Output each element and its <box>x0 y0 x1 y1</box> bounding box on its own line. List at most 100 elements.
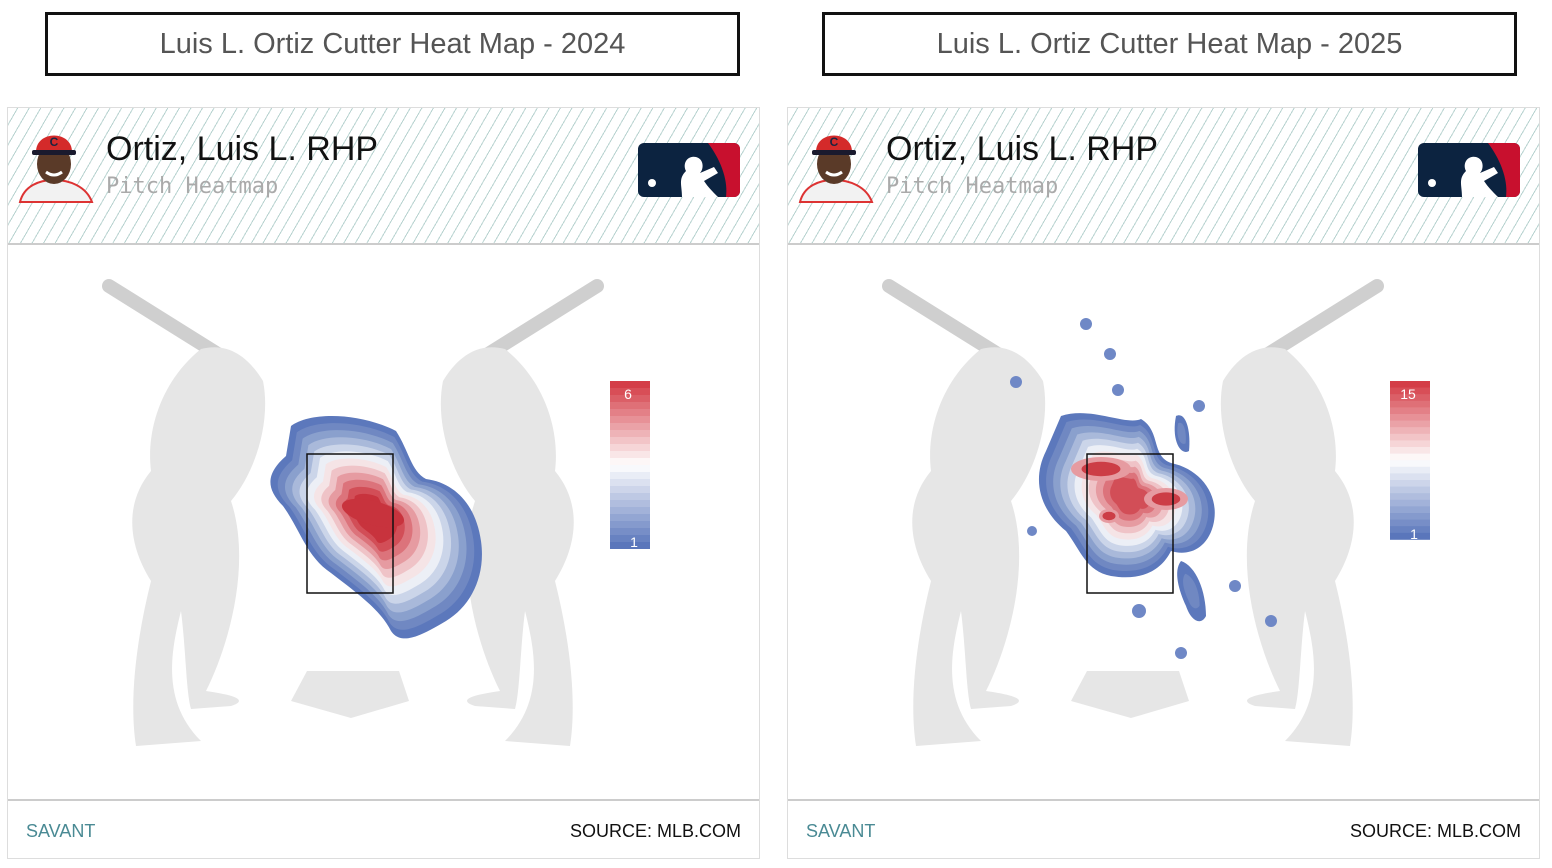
strike-zone <box>306 453 394 594</box>
legend-swatch <box>610 472 650 479</box>
legend-swatch <box>610 409 650 416</box>
legend-swatch <box>1390 453 1430 461</box>
legend-swatch <box>610 402 650 409</box>
legend-swatch <box>1390 499 1430 507</box>
player-photo: C <box>798 135 874 203</box>
chart-title: Luis L. Ortiz Cutter Heat Map - 2025 <box>822 12 1517 76</box>
card-footer: SAVANT SOURCE: MLB.COM <box>788 799 1539 861</box>
legend-swatch <box>610 395 650 402</box>
legend-swatch <box>610 507 650 514</box>
legend-swatch <box>1390 407 1430 415</box>
density-dot <box>1193 400 1205 412</box>
legend-swatch <box>610 479 650 486</box>
density-1-contour-1 <box>1183 573 1200 609</box>
legend-swatch <box>610 388 650 395</box>
legend-swatch <box>610 451 650 458</box>
density-dot <box>1104 348 1116 360</box>
legend-swatch <box>1390 532 1430 540</box>
legend-swatch <box>610 486 650 493</box>
legend-swatch <box>610 416 650 423</box>
legend-swatch <box>610 444 650 451</box>
legend-swatch <box>1390 513 1430 520</box>
player-name: Ortiz, Luis L. RHP <box>106 130 379 168</box>
legend-swatch <box>610 381 650 388</box>
source-label: SOURCE: MLB.COM <box>569 821 741 841</box>
card-header: C Ortiz, Luis L. RHP Pitch Heatmap <box>8 108 759 245</box>
chart-subtitle: Pitch Heatmap <box>106 174 279 199</box>
legend-min-label: 1 <box>1410 526 1418 542</box>
density-0-contour-10 <box>1110 477 1151 515</box>
batter-silhouette-left <box>912 347 1046 746</box>
legend-swatch <box>610 521 650 528</box>
legend-swatch <box>1390 466 1430 474</box>
source-label: SOURCE: MLB.COM <box>1349 821 1521 841</box>
savant-link[interactable]: SAVANT <box>26 821 96 841</box>
legend-swatch <box>1390 394 1430 402</box>
heatmap-card: C Ortiz, Luis L. RHP Pitch Heatmap 15 1 S… <box>787 107 1540 859</box>
mlb-logo <box>1418 143 1520 197</box>
legend-swatch <box>1390 493 1430 501</box>
chart-title: Luis L. Ortiz Cutter Heat Map - 2024 <box>45 12 740 76</box>
legend-swatch <box>1390 381 1430 388</box>
batter-silhouette-left <box>132 347 266 746</box>
density-dot <box>1027 526 1037 536</box>
legend-swatch <box>610 528 650 535</box>
legend-swatch <box>1390 519 1430 527</box>
legend-swatch <box>610 500 650 507</box>
legend-swatch <box>1390 480 1430 487</box>
card-header: C Ortiz, Luis L. RHP Pitch Heatmap <box>788 108 1539 245</box>
home-plate <box>1071 671 1189 718</box>
legend-min-label: 1 <box>630 534 638 550</box>
legend-swatch <box>1390 506 1430 514</box>
legend-max-label: 15 <box>1400 386 1416 402</box>
legend-swatch <box>610 437 650 444</box>
batter-silhouette-right <box>1220 347 1354 746</box>
density-dot <box>1080 318 1092 330</box>
legend-swatch <box>1390 440 1430 448</box>
card-footer: SAVANT SOURCE: MLB.COM <box>8 799 759 861</box>
density-peak <box>1081 461 1121 477</box>
savant-link[interactable]: SAVANT <box>806 821 876 841</box>
chart-subtitle: Pitch Heatmap <box>886 174 1059 199</box>
density-dot <box>1265 615 1277 627</box>
density-dot <box>1132 604 1146 618</box>
legend-swatch <box>1390 427 1430 435</box>
density-dot <box>1175 647 1187 659</box>
player-photo: C <box>18 135 94 203</box>
svg-text:C: C <box>830 135 839 149</box>
svg-text:C: C <box>50 135 59 149</box>
legend-swatch <box>610 430 650 437</box>
mlb-logo <box>638 143 740 197</box>
legend-swatch <box>1390 526 1430 534</box>
density-2-contour-1 <box>1177 422 1186 444</box>
legend-swatch <box>1390 400 1430 408</box>
home-plate <box>291 671 409 718</box>
density-peak <box>1102 511 1116 521</box>
legend-swatch <box>610 493 650 500</box>
legend-swatch <box>1390 460 1430 468</box>
legend-swatch <box>610 542 650 549</box>
density-peak <box>1151 492 1181 506</box>
legend-swatch <box>610 423 650 430</box>
legend-max-label: 6 <box>624 386 632 402</box>
density-dot <box>1112 384 1124 396</box>
legend-swatch <box>1390 387 1430 395</box>
heatmap-plot: 61 <box>102 279 650 746</box>
legend-swatch <box>1390 473 1430 481</box>
legend-swatch <box>610 458 650 465</box>
density-dot <box>1010 376 1022 388</box>
batter-silhouette-right <box>440 347 574 746</box>
strike-zone <box>1086 453 1174 594</box>
density-dot <box>1229 580 1241 592</box>
legend-swatch <box>1390 486 1430 494</box>
player-name: Ortiz, Luis L. RHP <box>886 130 1159 168</box>
legend-swatch <box>610 514 650 521</box>
heatmap-plot: 15 1 <box>882 279 1430 746</box>
legend-swatch <box>1390 447 1430 454</box>
legend-swatch <box>610 535 650 542</box>
legend-swatch <box>1390 414 1430 421</box>
legend-swatch <box>1390 420 1430 428</box>
density-peak <box>341 498 405 528</box>
legend-swatch <box>610 465 650 472</box>
